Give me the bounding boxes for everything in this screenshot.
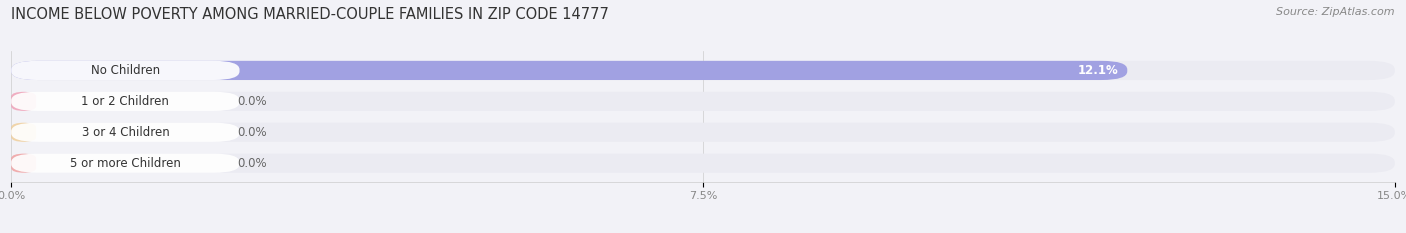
Text: 0.0%: 0.0% <box>238 157 267 170</box>
FancyBboxPatch shape <box>11 61 1395 80</box>
FancyBboxPatch shape <box>11 123 239 142</box>
FancyBboxPatch shape <box>11 92 1395 111</box>
FancyBboxPatch shape <box>11 92 239 111</box>
Text: 0.0%: 0.0% <box>238 126 267 139</box>
Text: Source: ZipAtlas.com: Source: ZipAtlas.com <box>1277 7 1395 17</box>
FancyBboxPatch shape <box>11 154 1395 173</box>
Text: No Children: No Children <box>91 64 160 77</box>
Text: 1 or 2 Children: 1 or 2 Children <box>82 95 169 108</box>
FancyBboxPatch shape <box>11 92 37 111</box>
Text: INCOME BELOW POVERTY AMONG MARRIED-COUPLE FAMILIES IN ZIP CODE 14777: INCOME BELOW POVERTY AMONG MARRIED-COUPL… <box>11 7 609 22</box>
Text: 0.0%: 0.0% <box>238 95 267 108</box>
Text: 3 or 4 Children: 3 or 4 Children <box>82 126 169 139</box>
FancyBboxPatch shape <box>11 123 37 142</box>
FancyBboxPatch shape <box>11 123 1395 142</box>
FancyBboxPatch shape <box>11 61 239 80</box>
FancyBboxPatch shape <box>11 154 239 173</box>
Text: 12.1%: 12.1% <box>1077 64 1118 77</box>
FancyBboxPatch shape <box>11 154 37 173</box>
FancyBboxPatch shape <box>11 61 1128 80</box>
Text: 5 or more Children: 5 or more Children <box>70 157 181 170</box>
